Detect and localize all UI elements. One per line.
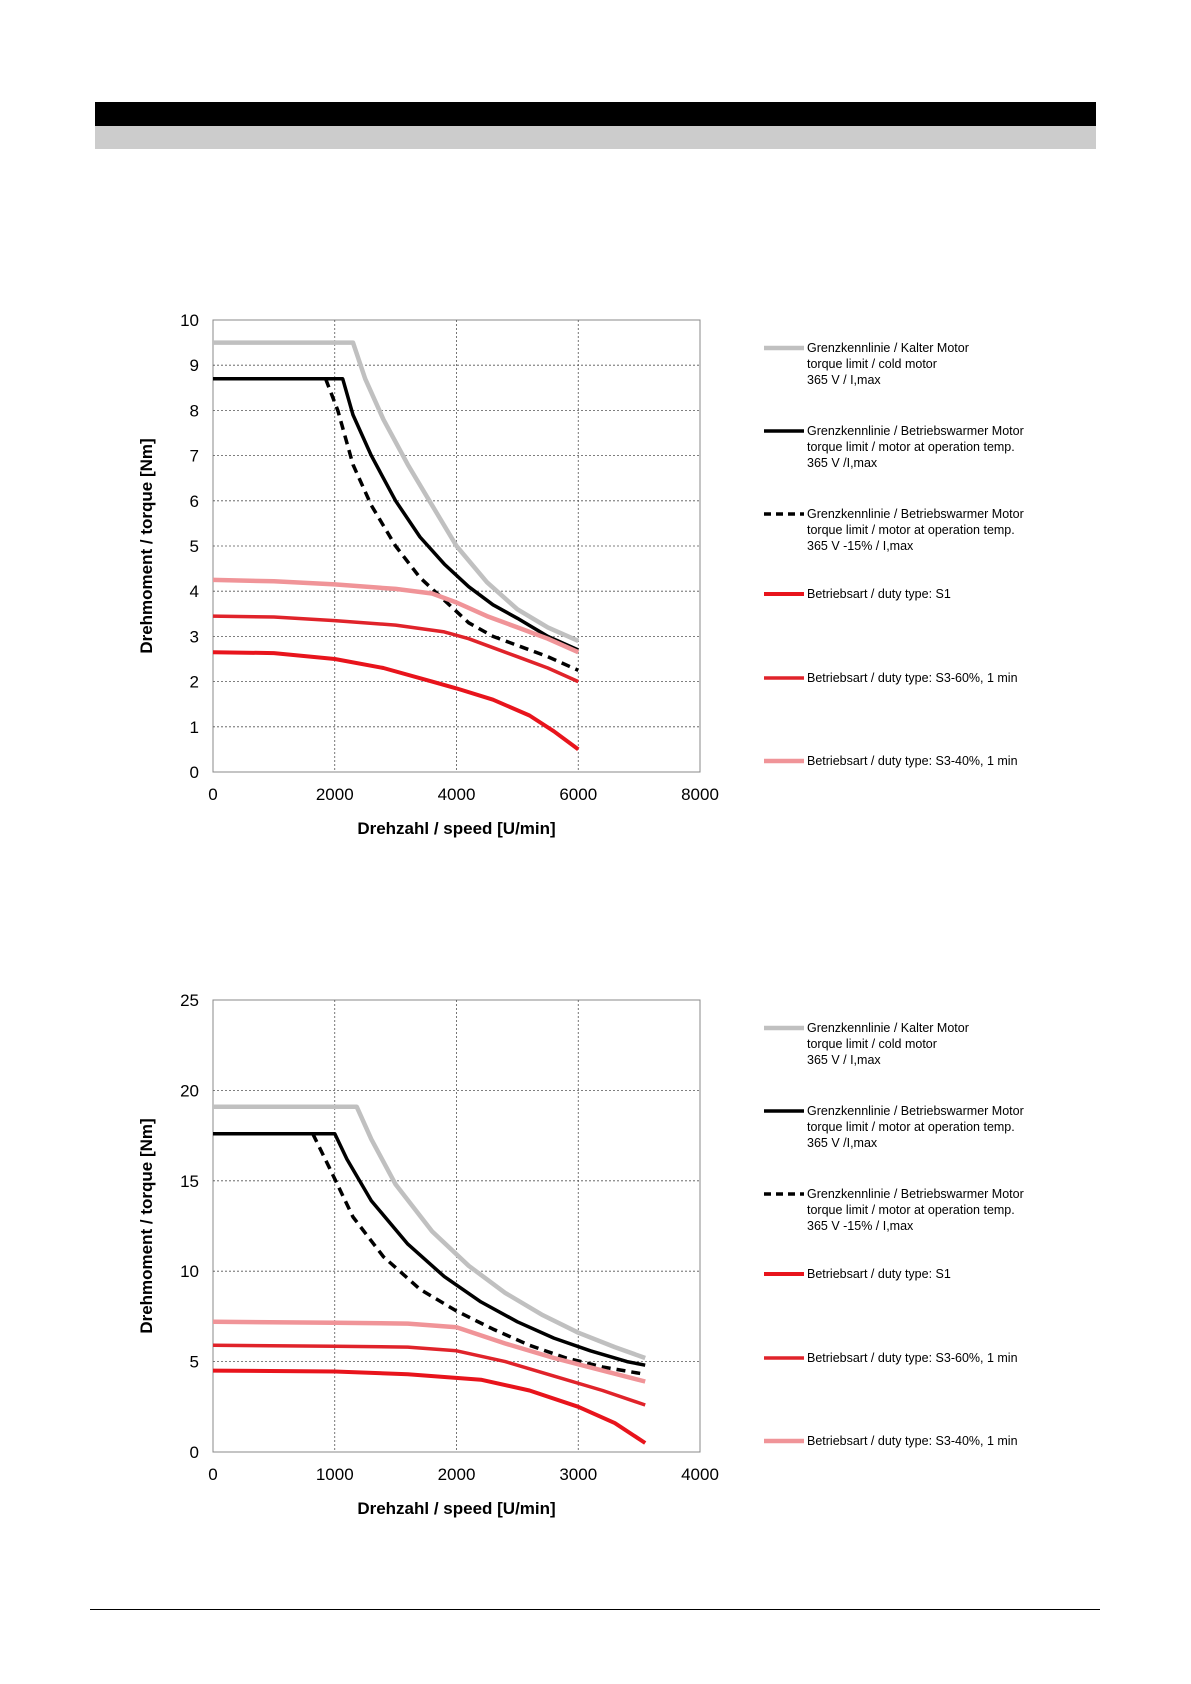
x-axis-title: Drehzahl / speed [U/min] <box>357 819 555 838</box>
legend-entry-text: Grenzkennlinie / Betriebswarmer Motor <box>807 507 1024 521</box>
legend-entry-text: 365 V -15% / I,max <box>807 539 914 553</box>
legend-entry-text: torque limit / motor at operation temp. <box>807 1120 1015 1134</box>
series-line-warm-dashed <box>311 1133 646 1377</box>
series-line-s1 <box>212 1368 647 1445</box>
legend-entry-text: 365 V / I,max <box>807 373 881 387</box>
series-line-s1 <box>212 650 580 752</box>
header-bar-black <box>95 102 1096 126</box>
series-line-warm-dashed <box>323 378 580 672</box>
x-tick-label: 1000 <box>316 1465 354 1484</box>
y-tick-label: 3 <box>190 627 199 646</box>
series-line-s3-60 <box>212 1343 646 1407</box>
legend-entry-text: 365 V /I,max <box>807 1136 878 1150</box>
footer-rule <box>90 1609 1100 1610</box>
x-tick-label: 2000 <box>316 785 354 804</box>
x-tick-label: 6000 <box>559 785 597 804</box>
x-tick-label: 3000 <box>559 1465 597 1484</box>
x-tick-label: 4000 <box>438 785 476 804</box>
y-tick-label: 7 <box>190 447 199 466</box>
torque-speed-chart-2: 0 5 10 15 20 25 0 1000 2000 3000 4000 Drehzahl / sp… <box>137 991 1024 1518</box>
series-line-s3-40 <box>212 1319 646 1384</box>
legend-entry-text: torque limit / motor at operation temp. <box>807 440 1015 454</box>
legend-entry-text: 365 V /I,max <box>807 456 878 470</box>
y-tick-label: 10 <box>180 1262 199 1281</box>
series-line-s3-40 <box>212 577 580 655</box>
legend-entry-text: Grenzkennlinie / Betriebswarmer Motor <box>807 1187 1024 1201</box>
legend-entry-text: torque limit / cold motor <box>807 1037 937 1051</box>
x-tick-label: 2000 <box>438 1465 476 1484</box>
y-axis-title: Drehmoment / torque [Nm] <box>137 1118 156 1333</box>
y-tick-label: 6 <box>190 492 199 511</box>
y-tick-label: 15 <box>180 1172 199 1191</box>
legend-entry-text: torque limit / motor at operation temp. <box>807 523 1015 537</box>
legend-entry-text: Betriebsart / duty type: S3-60%, 1 min <box>807 671 1018 685</box>
legend-entry-text: Betriebsart / duty type: S1 <box>807 1267 951 1281</box>
y-tick-label: 9 <box>190 356 199 375</box>
y-tick-label: 5 <box>190 537 199 556</box>
torque-speed-chart-1: 0 1 2 3 4 5 6 7 8 9 10 0 2000 4000 6000 8000 Drehzahl / … <box>137 311 1024 838</box>
y-tick-label: 4 <box>190 582 199 601</box>
legend-entry-text: Grenzkennlinie / Betriebswarmer Motor <box>807 424 1024 438</box>
y-tick-label: 0 <box>190 1443 199 1462</box>
series-line-warm <box>213 1132 646 1367</box>
header-bar-grey <box>95 126 1096 149</box>
y-tick-label: 25 <box>180 991 199 1010</box>
y-axis-title: Drehmoment / torque [Nm] <box>137 438 156 653</box>
legend-entry-text: Betriebsart / duty type: S3-40%, 1 min <box>807 754 1018 768</box>
x-tick-label: 0 <box>208 1465 217 1484</box>
x-tick-label: 4000 <box>681 1465 719 1484</box>
legend-entry-text: torque limit / cold motor <box>807 357 937 371</box>
series-line-warm <box>213 377 580 652</box>
y-tick-label: 5 <box>190 1353 199 1372</box>
y-tick-label: 0 <box>190 763 199 782</box>
x-axis-title: Drehzahl / speed [U/min] <box>357 1499 555 1518</box>
legend-entry-text: Betriebsart / duty type: S3-40%, 1 min <box>807 1434 1018 1448</box>
y-tick-label: 2 <box>190 673 199 692</box>
legend-entry-text: 365 V / I,max <box>807 1053 881 1067</box>
legend-entry-text: Grenzkennlinie / Betriebswarmer Motor <box>807 1104 1024 1118</box>
y-tick-label: 1 <box>190 718 199 737</box>
series-line-cold <box>213 340 580 643</box>
x-tick-label: 0 <box>208 785 217 804</box>
legend-entry-text: Betriebsart / duty type: S3-60%, 1 min <box>807 1351 1018 1365</box>
y-tick-label: 10 <box>180 311 199 330</box>
series-line-cold <box>213 1104 646 1361</box>
legend-entry-text: Grenzkennlinie / Kalter Motor <box>807 1021 969 1035</box>
x-tick-label: 8000 <box>681 785 719 804</box>
y-tick-label: 20 <box>180 1081 199 1100</box>
legend-entry-text: Grenzkennlinie / Kalter Motor <box>807 341 969 355</box>
legend-entry-text: torque limit / motor at operation temp. <box>807 1203 1015 1217</box>
legend-entry-text: 365 V -15% / I,max <box>807 1219 914 1233</box>
y-tick-label: 8 <box>190 401 199 420</box>
legend-entry-text: Betriebsart / duty type: S1 <box>807 587 951 601</box>
series-line-s3-60 <box>212 614 580 684</box>
